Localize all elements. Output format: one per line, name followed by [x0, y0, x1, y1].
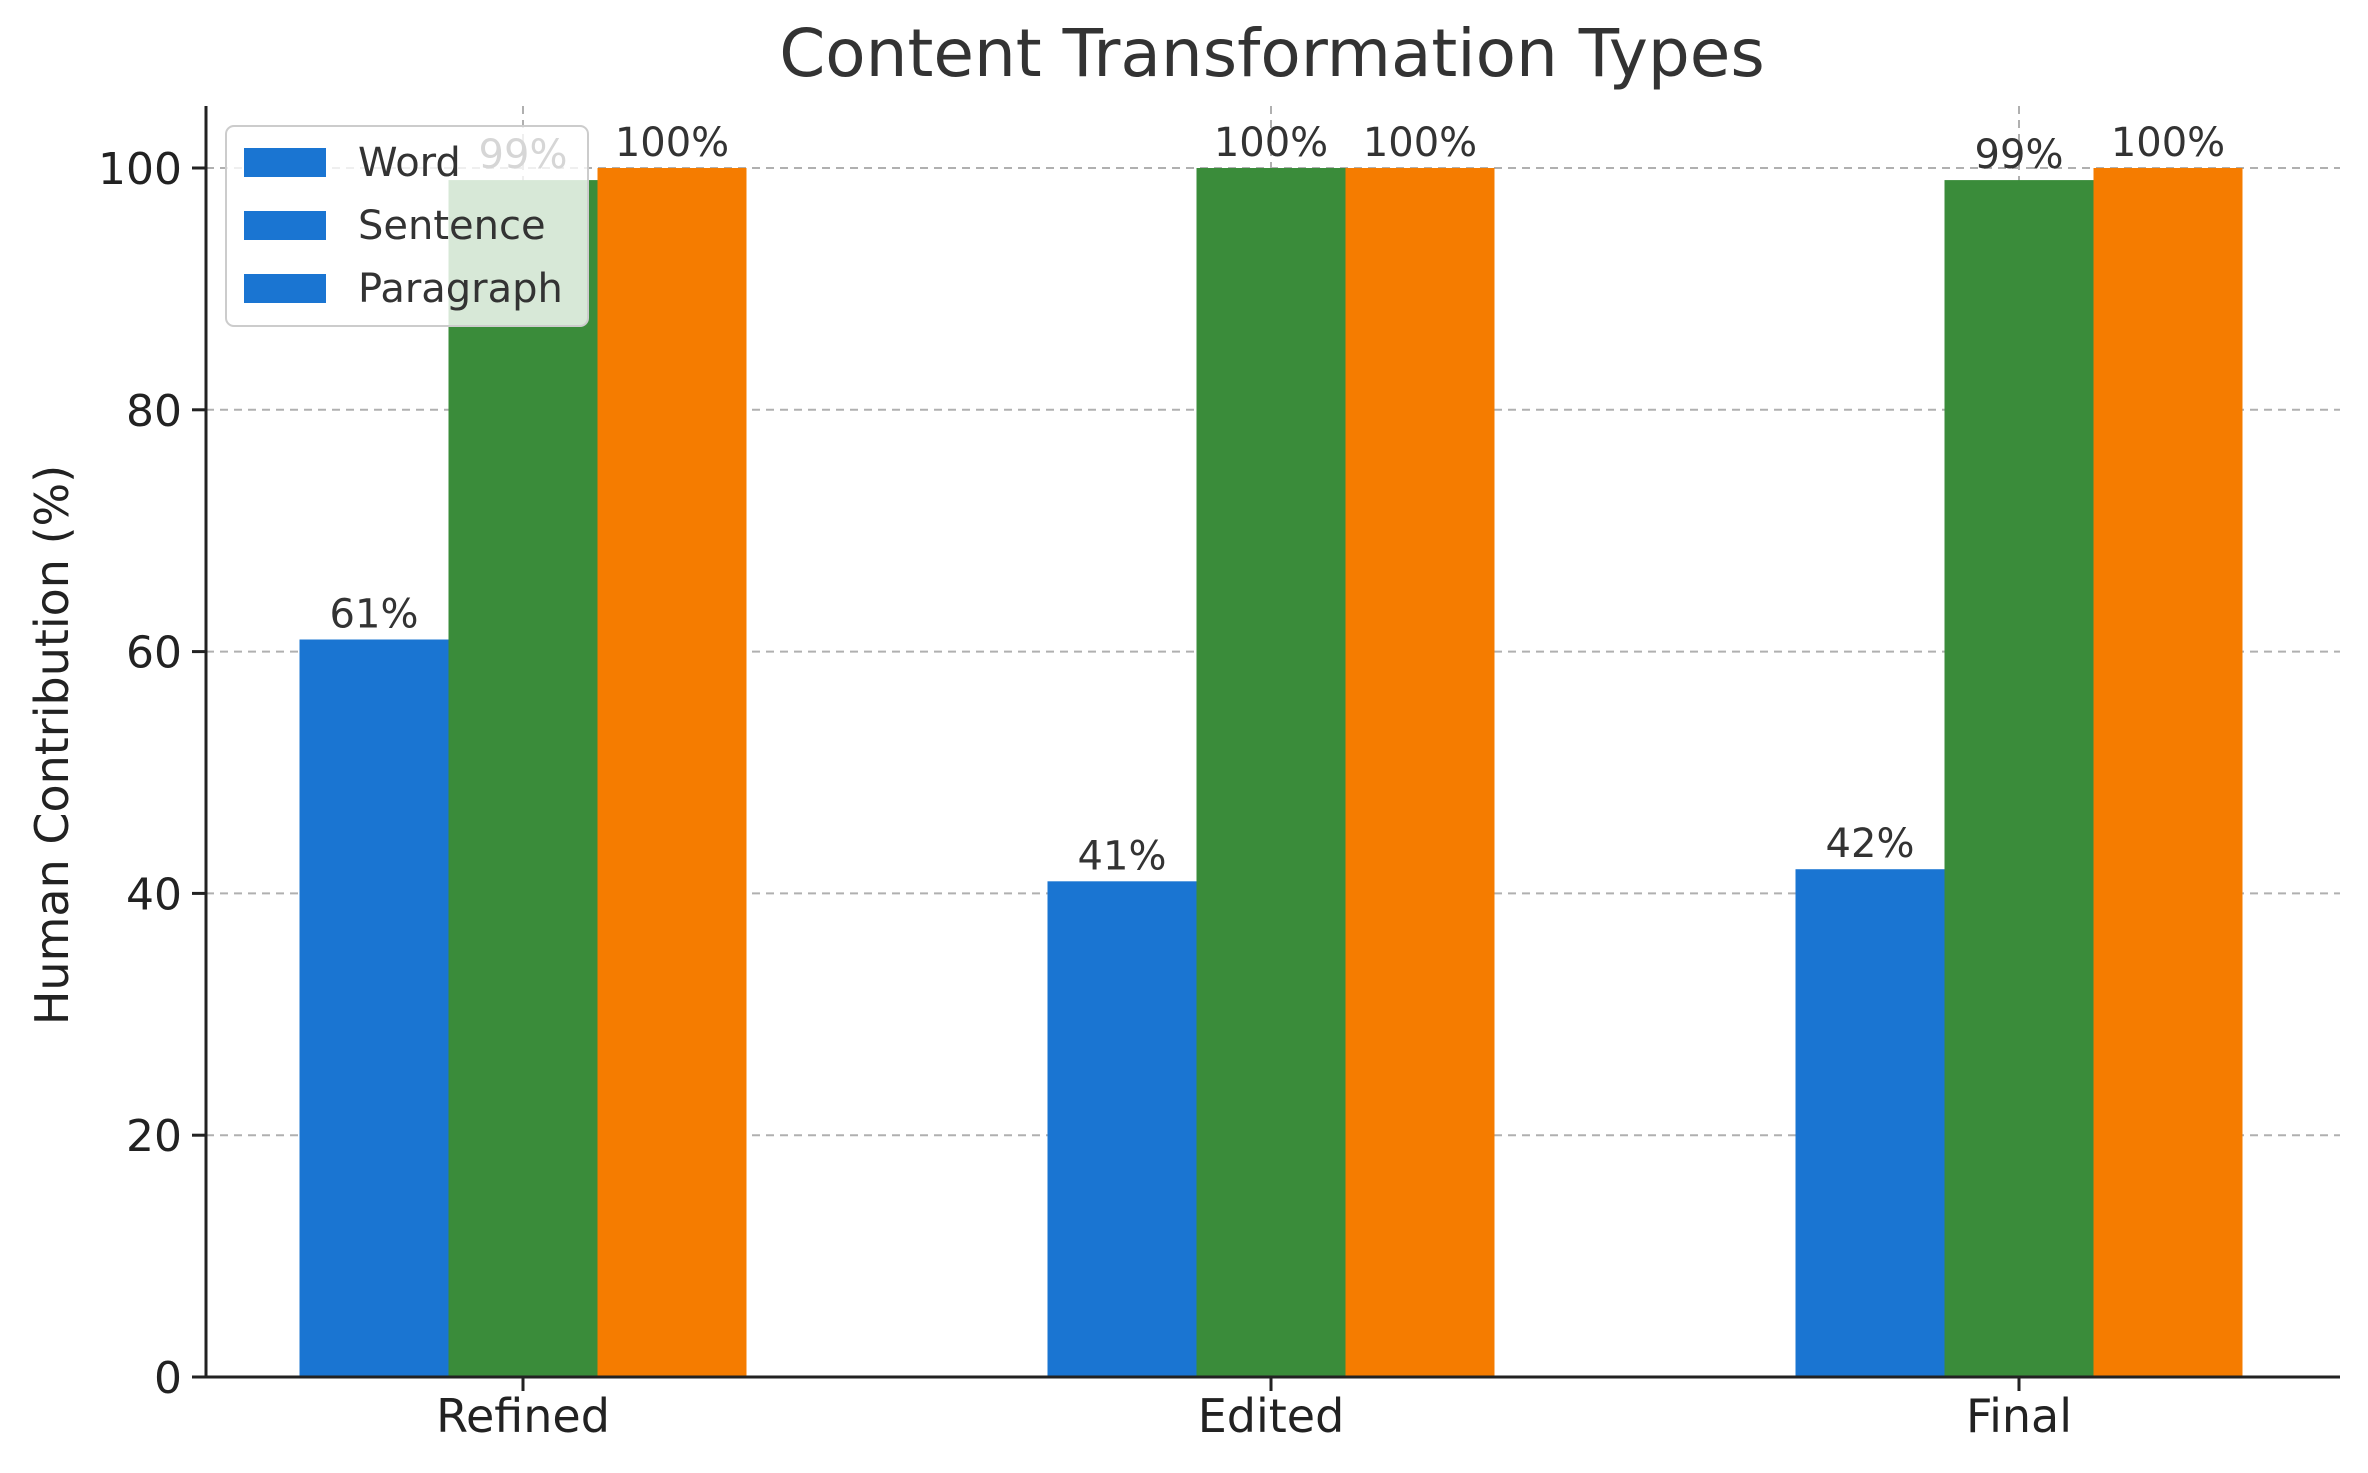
legend-label: Word [358, 140, 461, 186]
bar-word-final [1795, 869, 1945, 1377]
bar-paragraph-refined [597, 168, 747, 1377]
legend-label: Paragraph [358, 266, 563, 312]
y-axis-label: Human Contribution (%) [25, 465, 79, 1025]
y-tick-label: 60 [126, 628, 182, 679]
x-tick-label: Final [1966, 1389, 2072, 1443]
bars [299, 168, 2243, 1378]
legend-swatch [244, 148, 326, 177]
bar-value-label: 100% [2111, 120, 2225, 166]
bar-value-label: 41% [1078, 833, 1167, 879]
y-tick-label: 20 [126, 1111, 182, 1162]
bar-word-refined [299, 639, 449, 1377]
chart-title: Content Transformation Types [779, 15, 1765, 92]
legend: Word Sentence Paragraph [225, 125, 589, 327]
legend-label: Sentence [358, 203, 546, 249]
bar-value-label: 61% [330, 592, 419, 638]
y-tick-label: 80 [126, 386, 182, 437]
bar-value-label: 100% [615, 120, 729, 166]
bar-word-edited [1047, 881, 1197, 1377]
x-tick-label: Refined [436, 1389, 610, 1443]
bar-value-label: 100% [1214, 120, 1328, 166]
y-tick-label: 40 [126, 869, 182, 920]
bar-paragraph-final [2093, 168, 2243, 1377]
bar-value-label: 100% [1363, 120, 1477, 166]
bar-value-label: 99% [1975, 132, 2064, 178]
x-tick-label: Edited [1198, 1389, 1345, 1443]
bar-paragraph-edited [1345, 168, 1495, 1377]
y-tick-label: 0 [154, 1353, 182, 1404]
bar-value-labels: 61%41%42%99%100%99%100%100%100% [330, 120, 2226, 879]
y-tick-label: 100 [98, 144, 182, 195]
legend-swatch [244, 211, 326, 240]
bar-value-label: 42% [1826, 821, 1915, 867]
bar-sentence-edited [1196, 168, 1346, 1377]
bar-sentence-final [1944, 180, 2094, 1378]
bar-sentence-refined [448, 180, 598, 1378]
legend-swatch [244, 274, 326, 303]
axes: 0 20 40 60 80 100 Refined Edited Final [98, 106, 2340, 1443]
